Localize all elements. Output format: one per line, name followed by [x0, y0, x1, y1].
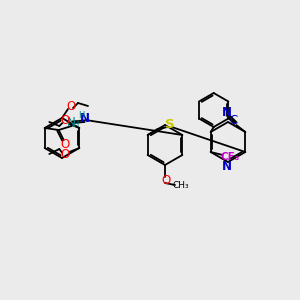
- Text: N: N: [222, 106, 232, 118]
- Text: O: O: [60, 139, 69, 152]
- Text: C: C: [229, 115, 237, 128]
- Text: S: S: [165, 118, 175, 130]
- Text: N: N: [80, 112, 90, 124]
- Text: H: H: [79, 110, 85, 119]
- Text: O: O: [161, 175, 171, 188]
- Text: N: N: [67, 116, 76, 128]
- Text: CH₃: CH₃: [173, 182, 189, 190]
- Text: O: O: [61, 148, 70, 161]
- Text: O: O: [61, 115, 70, 128]
- Text: O: O: [66, 100, 76, 112]
- Text: CF₃: CF₃: [221, 152, 240, 162]
- Text: N: N: [222, 160, 232, 173]
- Text: H: H: [73, 120, 79, 129]
